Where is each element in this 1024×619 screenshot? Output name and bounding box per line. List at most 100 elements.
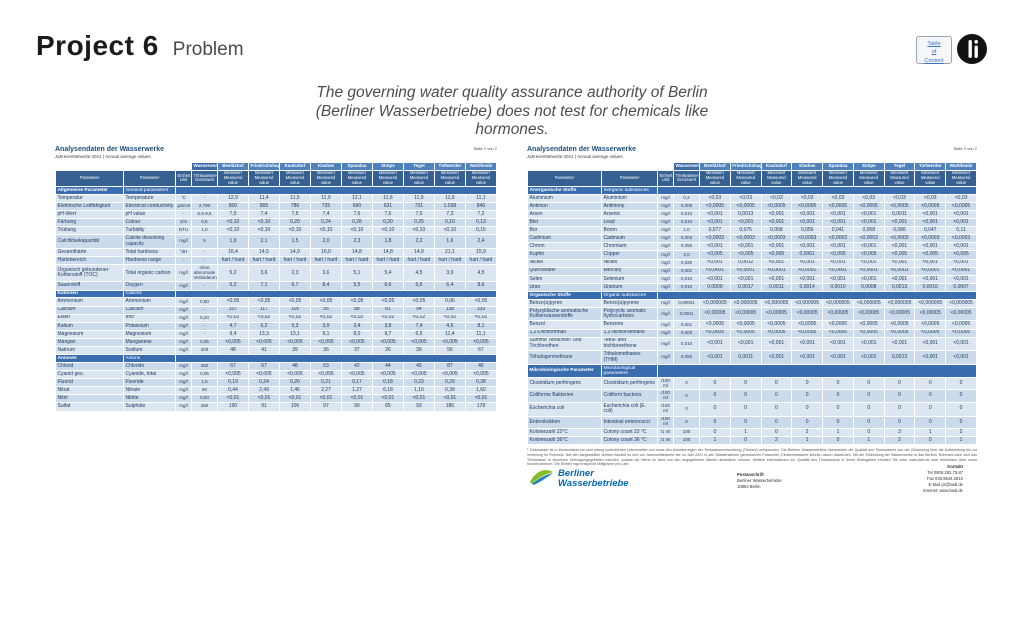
- doc-title: Analysendaten der Wasserwerke: [527, 146, 637, 153]
- measured-value-cell: 5,1: [340, 264, 373, 283]
- measured-value-cell: 41: [248, 345, 280, 356]
- limit-value-cell: 1,5: [191, 378, 219, 388]
- measured-value-cell: <0,005: [883, 250, 916, 260]
- table-row: Gesamthärte Total hardness °dH -16,4 14,5 14,…: [55, 247, 498, 257]
- measured-value-cell: 2: [791, 427, 824, 438]
- measured-value-cell: <0,02: [309, 313, 342, 323]
- measured-value-cell: hart / hard: [371, 255, 404, 266]
- section-name-en: Inorganic substances: [601, 185, 658, 195]
- param-name-de: Mangan: [55, 337, 124, 347]
- measured-value-cell: <0,000005: [883, 298, 916, 308]
- measured-value-cell: <0,01: [278, 394, 311, 404]
- measured-value-cell: <0,0005: [945, 201, 977, 212]
- param-name-de: Magnesium: [55, 329, 124, 339]
- measured-value-cell: 0: [699, 415, 731, 430]
- table-row: Chrom Chromium mg/l 0,050 <0,001 <0,001 <0,001…: [527, 242, 977, 252]
- param-name-de: Chrom: [527, 242, 602, 252]
- waterworks-name: Spandau: [822, 162, 854, 171]
- measured-value-cell: <0,03: [883, 193, 916, 203]
- measured-value-cell: <0,001: [791, 350, 824, 365]
- table-of-content-button[interactable]: Table of Content: [916, 36, 952, 64]
- param-name-de: Summe Tetrachlor- und Trichlorethen: [527, 336, 602, 352]
- measured-value-cell: 0,0013: [729, 209, 762, 220]
- measured-value-cell: 0,0011: [760, 282, 793, 292]
- limit-value-cell: 0,050: [673, 242, 701, 252]
- measured-value-cell: 1,27: [340, 386, 373, 396]
- measured-value-cell: <0,0005: [822, 201, 854, 212]
- measured-value-cell: <0,001: [760, 209, 793, 220]
- contact-line: E-Mail pr@bwb.de: [928, 482, 963, 488]
- measured-value-cell: <0,001: [945, 274, 977, 284]
- unit-cell: NTU: [174, 226, 193, 236]
- waterworks-name: Kaulsdorf: [278, 162, 311, 171]
- measured-value-cell: 0,058: [852, 226, 885, 236]
- limit-value-cell: 0,05: [191, 337, 219, 347]
- doc-subtitle: Jahresmittelwerte 2021 | Annual average …: [55, 154, 151, 159]
- limit-value-cell: 50: [191, 386, 219, 396]
- column-header: Parameter: [55, 169, 124, 187]
- measured-value-cell: 3,6: [248, 264, 280, 283]
- measured-value-cell: <0,01: [433, 394, 466, 404]
- unit-cell: mg/l: [656, 250, 675, 260]
- measured-value-cell: <0,0005: [822, 328, 854, 338]
- measured-value-cell: 7,3: [433, 209, 466, 220]
- measured-value-cell: 15,9: [464, 247, 498, 257]
- measured-value-cell: <0,0005: [914, 328, 947, 338]
- param-name-de: Temperatur: [55, 193, 124, 203]
- document-footnote: ¹ Trinkwasser ist in Deutschland ein seh…: [527, 448, 977, 467]
- param-name-en: Cadmium: [601, 234, 658, 244]
- measured-value-cell: 106: [278, 402, 311, 412]
- measured-value-cell: <0,0005: [883, 320, 916, 330]
- measured-value-cell: 1: [945, 436, 977, 446]
- section-name-de: Mikrobiologische Parameter: [527, 363, 602, 378]
- unit-cell: mg/l: [656, 282, 675, 292]
- measured-value-cell: 7,4: [402, 321, 435, 331]
- section-row: Anionen Anions: [55, 354, 497, 363]
- param-name-de: Härtebereich: [55, 255, 124, 266]
- param-name-de: Arsen: [527, 209, 602, 220]
- measured-value-cell: <0,001: [945, 218, 977, 228]
- table-row: Trübung Turbidity NTU 1,0 <0,10 <0,10 <0,10 <0,…: [55, 226, 498, 236]
- measured-value-cell: 0: [852, 389, 885, 403]
- limit-value-cell: -: [191, 329, 219, 339]
- measured-value-cell: 42: [340, 361, 373, 372]
- measured-value-cell: 0: [883, 401, 916, 417]
- measured-value-cell: 94: [402, 305, 435, 315]
- measured-value-cell: 0,0011: [729, 350, 762, 365]
- measured-value-header: Messwert Measured value: [278, 169, 311, 187]
- measured-value-cell: 12,1: [340, 193, 373, 203]
- param-name-de: Nitrit: [55, 394, 124, 404]
- measured-value-cell: 14,8: [340, 247, 373, 257]
- column-header: Trinkwasser-Grenzwert: [673, 169, 701, 187]
- measured-value-cell: 0,0016: [914, 282, 947, 292]
- measured-value-cell: <0,03: [852, 193, 885, 203]
- param-name-en: Benzo(a)pyrene: [601, 298, 658, 308]
- measured-value-cell: hart / hard: [402, 255, 435, 266]
- measured-value-cell: 5,5: [340, 281, 373, 291]
- measured-value-cell: <0,001: [822, 218, 854, 228]
- measured-value-cell: hart / hard: [433, 255, 466, 266]
- param-name-de: Selen: [527, 274, 602, 284]
- measured-value-cell: <0,0001: [914, 266, 947, 276]
- problem-statement: The governing water quality assurance au…: [315, 84, 709, 139]
- unit-cell: /100 ml: [656, 415, 675, 430]
- measured-value-cell: <0,0003: [945, 234, 977, 244]
- measured-value-cell: 9,1: [309, 329, 342, 339]
- unit-cell: 1/m: [174, 218, 193, 228]
- param-name-en: Hardness range: [123, 255, 176, 266]
- param-name-de: Trübung: [55, 226, 124, 236]
- analysis-table-container-1: WasserwerkBeelitzhofFriedrichshagenKauls…: [54, 162, 498, 412]
- measured-value-cell: <0,000005: [791, 298, 824, 308]
- limit-value-cell: 0,020: [673, 258, 701, 268]
- section-name-en: Microbiological parameters: [601, 363, 658, 378]
- measured-value-cell: <0,01: [309, 394, 342, 404]
- measured-value-cell: <0,001: [822, 242, 854, 252]
- limit-value-cell: 0,003: [673, 234, 701, 244]
- waterworks-name: Stolpe: [852, 162, 885, 171]
- measured-value-cell: <0,0005: [729, 320, 762, 330]
- measured-value-cell: <0,001: [760, 258, 793, 268]
- measured-value-cell: <0,005: [464, 337, 498, 347]
- limit-value-cell: 0,010: [673, 282, 701, 292]
- measured-value-cell: 0,23: [402, 378, 435, 388]
- measured-value-cell: 0,15: [464, 226, 498, 236]
